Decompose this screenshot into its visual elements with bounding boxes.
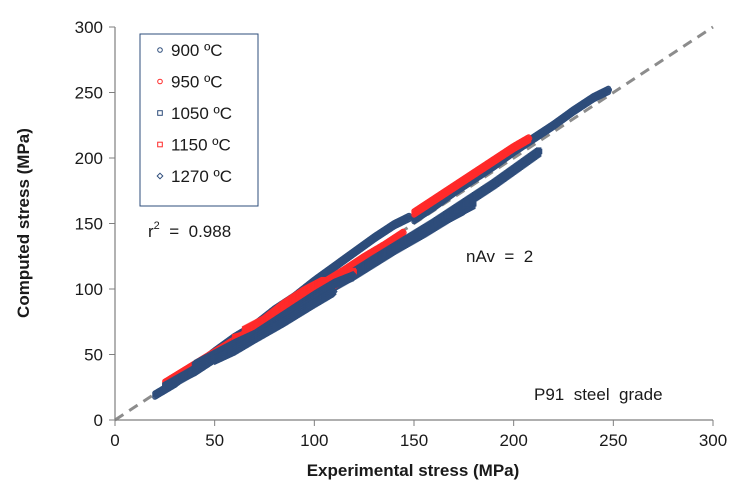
- data-point: [406, 216, 412, 223]
- data-point: [401, 229, 407, 236]
- data-point: [606, 87, 613, 93]
- data-point: [605, 89, 612, 96]
- data-points: [152, 85, 613, 400]
- data-point: [525, 138, 532, 144]
- data-point: [526, 135, 533, 142]
